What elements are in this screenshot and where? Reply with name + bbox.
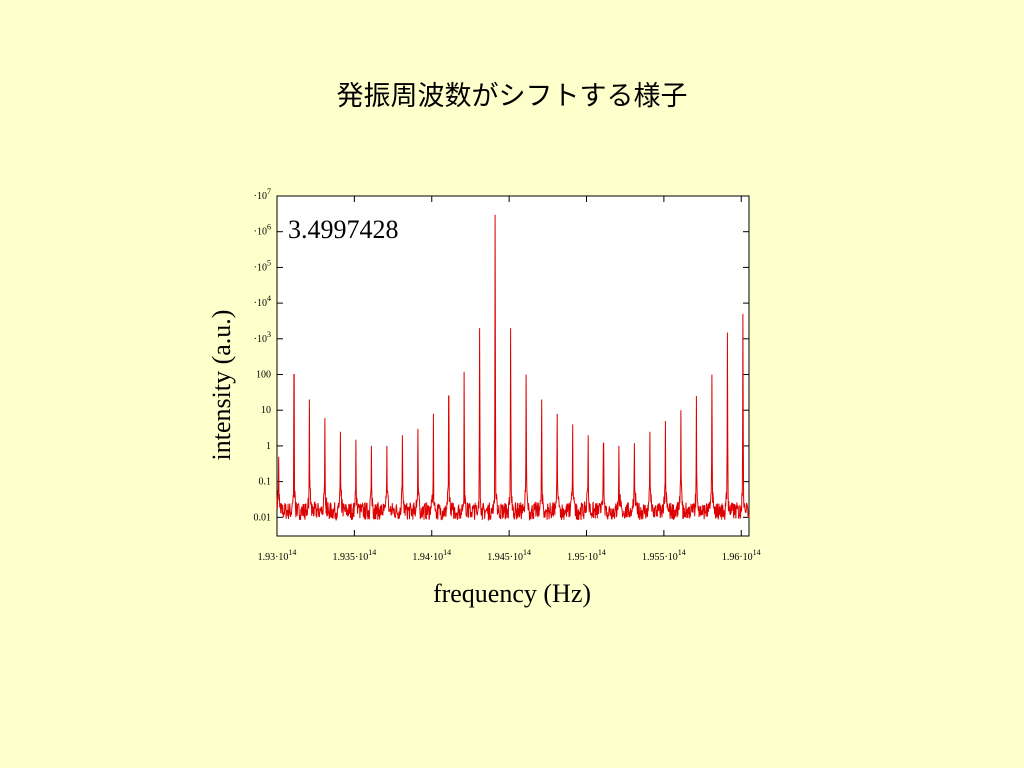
- x-tick-label: 1.955·1014: [642, 548, 686, 563]
- plot-frame: [276, 195, 750, 537]
- x-tick-label: 1.93·1014: [258, 548, 297, 563]
- y-tick-label: ·105: [254, 258, 271, 273]
- x-tick-label: 1.96·1014: [722, 548, 761, 563]
- annotation-value: 3.4997428: [288, 215, 399, 244]
- y-tick-label: ·103: [254, 330, 271, 345]
- series-line: [276, 214, 750, 522]
- x-axis-title: frequency (Hz): [433, 579, 591, 608]
- x-tick-label: 1.935·1014: [332, 548, 376, 563]
- y-axis: ·107 ·106 ·105 ·104 ·103 100 10 1 0.1 0.01: [254, 187, 749, 523]
- x-axis: 1.93·1014 1.935·1014 1.94·1014 1.945·1014 1.…: [258, 196, 761, 563]
- x-tick-label: 1.95·1014: [567, 548, 606, 563]
- y-tick-label: 0.01: [254, 512, 272, 523]
- y-axis-title: intensity (a.u.): [207, 310, 236, 461]
- slide-title: 発振周波数がシフトする様子: [336, 81, 688, 112]
- x-tick-label: 1.94·1014: [412, 548, 451, 563]
- y-tick-label: 10: [261, 405, 271, 416]
- y-tick-label: 0.1: [259, 477, 272, 488]
- y-tick-label: ·106: [254, 223, 271, 238]
- y-tick-label: ·104: [254, 294, 271, 309]
- x-tick-label: 1.945·1014: [487, 548, 531, 563]
- y-tick-label: 100: [256, 370, 271, 381]
- y-tick-label: 1: [266, 441, 271, 452]
- y-tick-label: ·107: [254, 187, 271, 202]
